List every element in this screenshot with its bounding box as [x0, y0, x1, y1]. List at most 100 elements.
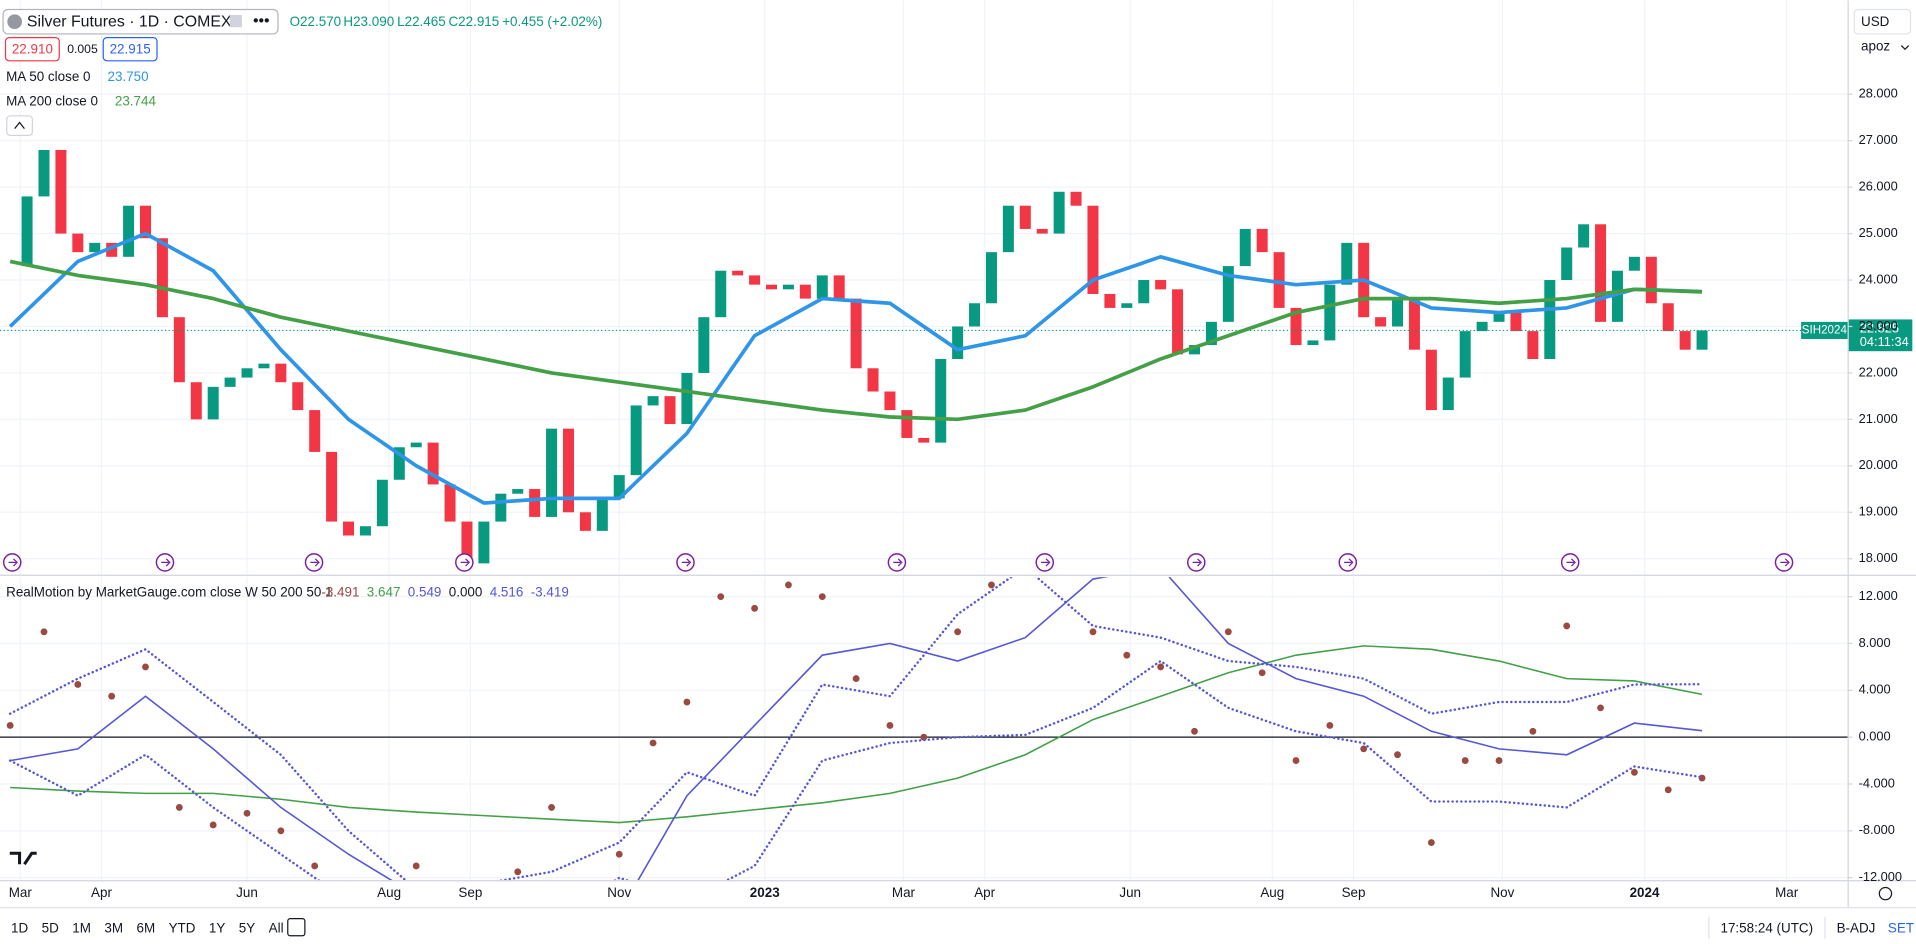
price-tag-box	[1848, 319, 1913, 352]
y-tick-label: -8.000	[1859, 822, 1895, 837]
x-tick-label: Mar	[892, 885, 916, 900]
candle	[410, 442, 422, 448]
indicator-dot	[108, 692, 116, 700]
collapse-button[interactable]	[6, 115, 33, 136]
x-tick-label: Jun	[1119, 885, 1141, 900]
x-tick-label: 2023	[750, 885, 780, 900]
indicator-title[interactable]: RealMotion by MarketGauge.com close W 50…	[6, 585, 332, 600]
candle	[630, 405, 642, 476]
session-toggle[interactable]: SET	[1888, 921, 1914, 936]
x-tick-label: Apr	[974, 885, 995, 900]
indicator-dot	[1191, 727, 1198, 735]
candle	[1527, 331, 1539, 359]
more-icon[interactable]: •••	[253, 12, 270, 29]
indicator-dot	[1360, 745, 1368, 753]
range-button[interactable]: 3M	[104, 921, 123, 936]
indicator-dot	[852, 675, 860, 683]
candle	[1002, 205, 1014, 253]
settings-icon[interactable]	[1878, 886, 1893, 901]
flag-icon[interactable]	[229, 14, 242, 28]
x-tick-label: Sep	[1342, 885, 1366, 900]
bid-price[interactable]: 22.910	[12, 41, 53, 56]
indicator-value: 0.549	[408, 585, 442, 600]
candle	[461, 521, 473, 564]
spread: 0.005	[67, 42, 98, 56]
ma-legend-name[interactable]: MA 200 close 0	[6, 93, 98, 108]
x-tick-label: Aug	[1260, 885, 1284, 900]
candle	[579, 512, 591, 531]
range-button[interactable]: 1M	[72, 921, 91, 936]
candle	[38, 149, 50, 197]
indicator-dot	[1461, 757, 1469, 764]
candle	[664, 396, 676, 425]
range-button[interactable]: 5Y	[239, 921, 255, 936]
clock[interactable]: 17:58:24 (UTC)	[1720, 921, 1813, 936]
bid-box[interactable]	[4, 36, 60, 62]
candle	[1611, 270, 1623, 322]
x-tick-label: Aug	[377, 885, 401, 900]
candle	[1442, 377, 1454, 411]
adjust-toggle[interactable]: B-ADJ	[1837, 921, 1876, 936]
event-icon-arrow	[1344, 558, 1354, 567]
candle	[749, 275, 761, 285]
candle	[376, 479, 388, 527]
candle	[1459, 331, 1471, 378]
indicator-dot	[1495, 757, 1503, 764]
scale-mode[interactable]: apoz	[1861, 38, 1890, 53]
candle	[715, 270, 727, 318]
y-tick-label: -4.000	[1859, 775, 1895, 790]
event-icon-arrow	[1192, 558, 1203, 567]
indicator-dot	[751, 604, 759, 612]
candle	[427, 442, 439, 485]
indicator-dot	[175, 803, 183, 811]
candle	[309, 410, 321, 452]
candle	[732, 270, 744, 276]
range-button[interactable]: 1D	[11, 921, 28, 936]
indicator-dot	[412, 862, 420, 870]
event-icon-arrow	[1041, 558, 1051, 567]
candle	[529, 489, 541, 517]
price-tag-price: 22.825	[1860, 321, 1899, 336]
candle	[1476, 321, 1488, 332]
indicator-dot	[988, 581, 995, 589]
ask-price[interactable]: 22.915	[110, 41, 151, 56]
ask-box[interactable]	[102, 36, 158, 62]
candle	[1544, 280, 1556, 359]
range-button[interactable]: 5D	[42, 921, 59, 936]
y-tick-label: 24.000	[1859, 271, 1898, 286]
indicator-dot	[348, 880, 349, 881]
calendar-icon[interactable]	[287, 918, 306, 937]
candle	[106, 242, 118, 257]
currency[interactable]: USD	[1861, 14, 1890, 29]
range-button[interactable]: All	[269, 921, 284, 936]
x-tick-label: Nov	[1490, 885, 1514, 900]
x-tick-label: Sep	[458, 885, 482, 900]
indicator-dot	[1630, 768, 1638, 776]
x-tick-label: Mar	[1775, 885, 1799, 900]
candle	[495, 493, 507, 522]
candle	[1408, 298, 1420, 350]
candle	[190, 382, 202, 420]
indicator-pane	[0, 577, 1848, 881]
candle	[1645, 256, 1657, 304]
y-tick-label: 8.000	[1859, 635, 1891, 650]
candle	[766, 284, 778, 290]
range-button[interactable]: 1Y	[209, 921, 225, 936]
ma-legend-name[interactable]: MA 50 close 0	[6, 69, 90, 84]
event-icon-arrow	[460, 558, 471, 567]
event-icon-arrow	[893, 558, 903, 567]
candle	[89, 242, 101, 253]
range-button[interactable]: 6M	[136, 921, 155, 936]
symbol-title[interactable]: Silver Futures · 1D · COMEX	[27, 14, 232, 31]
indicator-dot	[1326, 722, 1334, 729]
candle	[969, 303, 981, 327]
symbol-box[interactable]	[2, 8, 279, 35]
indicator-dot	[548, 803, 555, 811]
currency-box[interactable]	[1853, 8, 1912, 35]
indicator-dot	[649, 739, 657, 747]
x-tick-label: Mar	[9, 885, 33, 900]
range-button[interactable]: YTD	[169, 921, 196, 936]
candle	[1493, 312, 1505, 322]
